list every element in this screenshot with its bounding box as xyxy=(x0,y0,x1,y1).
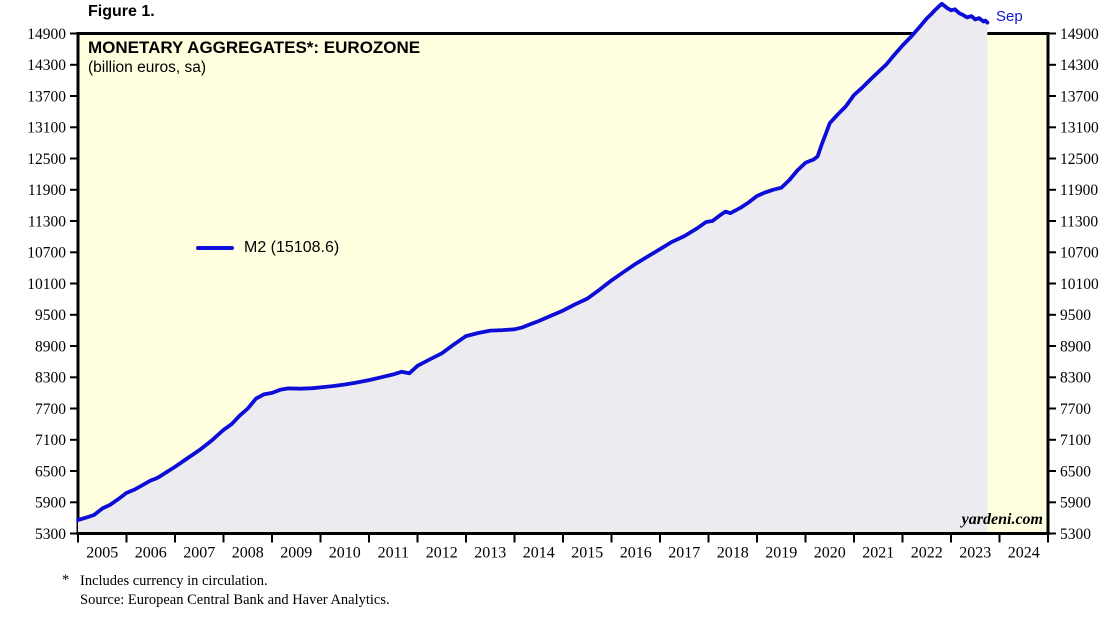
y-axis-label-right: 8300 xyxy=(1060,370,1091,387)
chart-title: MONETARY AGGREGATES*: EUROZONE xyxy=(88,38,421,57)
footnote-line-1: Includes currency in circulation. xyxy=(80,573,268,589)
legend: M2 (15108.6) xyxy=(196,239,339,257)
y-axis-label-right: 13100 xyxy=(1060,120,1099,137)
plot-frame xyxy=(76,32,1050,535)
x-axis-label: 2020 xyxy=(814,545,846,562)
y-axis-label-right: 14900 xyxy=(1060,26,1099,43)
x-axis-label: 2009 xyxy=(280,545,312,562)
x-axis-label: 2011 xyxy=(378,545,409,562)
y-axis-label-right: 11300 xyxy=(1060,213,1098,230)
x-axis-label: 2008 xyxy=(232,545,264,562)
x-axis-label: 2018 xyxy=(717,545,749,562)
chart-heading: MONETARY AGGREGATES*: EUROZONE (billion … xyxy=(88,37,420,77)
y-axis-label-right: 9500 xyxy=(1060,307,1091,324)
x-axis-label: 2010 xyxy=(329,545,361,562)
y-axis-label-right: 10700 xyxy=(1060,245,1099,262)
latest-point-label: Sep xyxy=(996,8,1023,25)
y-axis-label-left: 10100 xyxy=(27,276,66,293)
y-axis-label-left: 7700 xyxy=(35,401,66,418)
y-axis-label-left: 14300 xyxy=(27,57,66,74)
chart-subtitle: (billion euros, sa) xyxy=(88,59,207,76)
footnote-block: * Includes currency in circulation. Sour… xyxy=(62,572,390,610)
y-axis-label-right: 14300 xyxy=(1060,57,1099,74)
x-axis-label: 2012 xyxy=(426,545,458,562)
x-axis-label: 2024 xyxy=(1008,545,1040,562)
y-axis-label-left: 9500 xyxy=(35,307,66,324)
y-axis-label-left: 5300 xyxy=(35,526,66,543)
y-axis-label-left: 8900 xyxy=(35,338,66,355)
y-axis-label-right: 5900 xyxy=(1060,495,1091,512)
m2-line xyxy=(76,1,990,522)
y-axis-label-right: 5300 xyxy=(1060,526,1091,543)
y-axis-label-left: 5900 xyxy=(35,495,66,512)
m2-line-swatch-icon xyxy=(196,246,234,250)
footnote-asterisk: * xyxy=(62,572,70,588)
y-axis-label-left: 14900 xyxy=(27,26,66,43)
x-axis-label: 2015 xyxy=(571,545,603,562)
x-axis-label: 2013 xyxy=(474,545,506,562)
y-axis-label-right: 10100 xyxy=(1060,276,1099,293)
x-axis-label: 2007 xyxy=(183,545,215,562)
y-axis-label-left: 11300 xyxy=(28,213,66,230)
x-axis-label: 2019 xyxy=(765,545,797,562)
y-axis-label-right: 12500 xyxy=(1060,151,1099,168)
y-axis-label-right: 13700 xyxy=(1060,88,1099,105)
x-axis-label: 2014 xyxy=(523,545,555,562)
footnote-indent xyxy=(62,591,80,610)
x-axis-label: 2016 xyxy=(620,545,652,562)
figure-number-title: Figure 1. xyxy=(88,3,155,20)
x-axis-label: 2021 xyxy=(862,545,894,562)
y-axis-label-left: 10700 xyxy=(27,245,66,262)
legend-series-label: M2 (15108.6) xyxy=(244,239,340,256)
x-axis-label: 2022 xyxy=(911,545,943,562)
x-axis-label: 2023 xyxy=(959,545,991,562)
y-axis-label-left: 6500 xyxy=(35,463,66,480)
y-axis-label-left: 11900 xyxy=(28,182,66,199)
y-axis-label-left: 7100 xyxy=(35,432,66,449)
yardeni-watermark: yardeni.com xyxy=(961,511,1043,528)
y-axis-label-left: 13100 xyxy=(27,120,66,137)
y-axis-label-left: 12500 xyxy=(27,151,66,168)
y-axis-label-left: 8300 xyxy=(35,370,66,387)
y-axis-label-right: 8900 xyxy=(1060,338,1091,355)
y-axis-label-right: 11900 xyxy=(1060,182,1098,199)
x-axis-label: 2005 xyxy=(86,545,118,562)
y-axis-label-right: 6500 xyxy=(1060,463,1091,480)
y-axis-label-left: 13700 xyxy=(27,88,66,105)
y-axis-label-right: 7700 xyxy=(1060,401,1091,418)
footnote-line-2: Source: European Central Bank and Haver … xyxy=(80,592,390,608)
y-axis-label-right: 7100 xyxy=(1060,432,1091,449)
m2-shaded-area xyxy=(78,3,988,533)
x-axis-label: 2006 xyxy=(135,545,167,562)
x-axis-label: 2017 xyxy=(668,545,700,562)
